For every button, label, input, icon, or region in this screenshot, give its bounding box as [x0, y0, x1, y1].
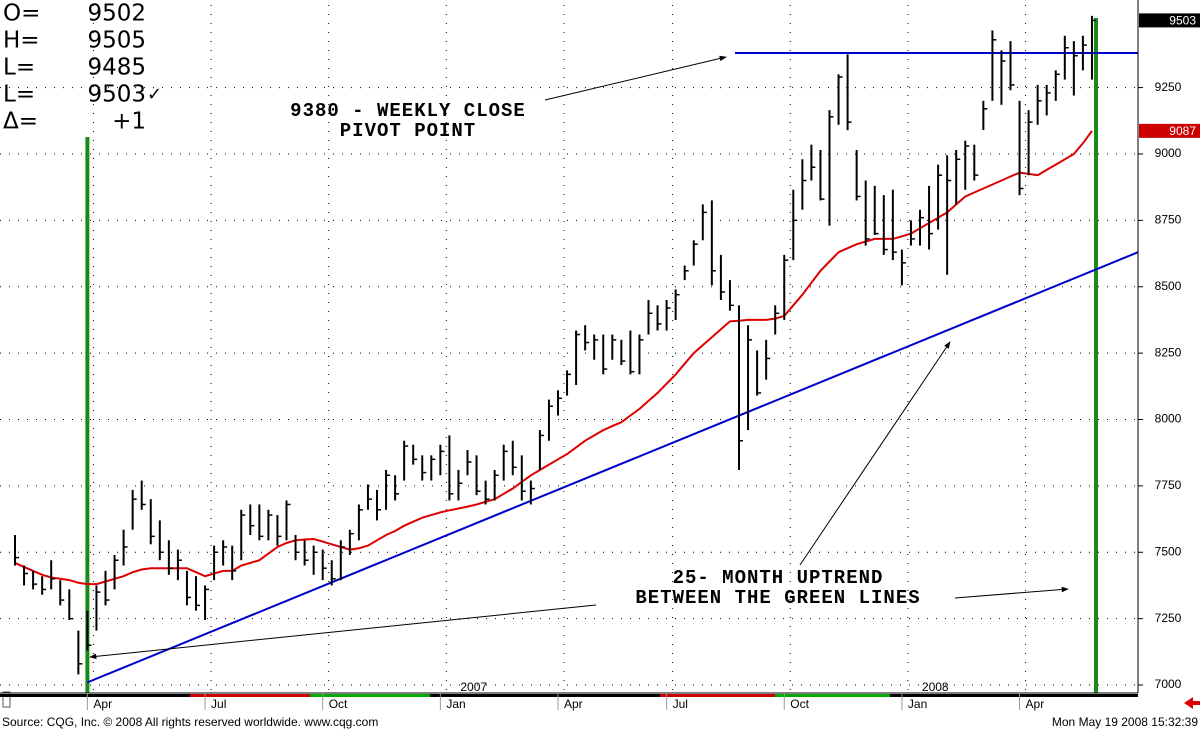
quote-label: L= [3, 55, 35, 81]
x-tick-label: Jan [908, 697, 927, 711]
year-label: 2008 [922, 680, 949, 694]
quote-label: L= [3, 82, 35, 108]
quote-label: H= [3, 28, 40, 54]
quote-label: Δ= [3, 109, 38, 135]
x-tick-label: Apr [564, 697, 583, 711]
price-tag [1139, 123, 1200, 138]
arrow [954, 586, 1069, 599]
arrow [544, 55, 727, 101]
timestamp: Mon May 19 2008 15:32:39 [1052, 715, 1198, 729]
quote-value: 9505 [87, 28, 146, 54]
x-tick-label: Jul [211, 697, 226, 711]
annotation: 25- MONTH UPTREND [673, 567, 884, 589]
x-tick-label: Oct [790, 697, 809, 711]
period-strip [190, 694, 310, 697]
period-strip [0, 694, 190, 697]
y-tick-label: 9250 [1155, 80, 1182, 94]
quote-flag: ✓ [147, 84, 162, 105]
x-tick-label: Jan [446, 697, 465, 711]
quote-value: 9485 [87, 55, 146, 81]
period-strip [775, 694, 890, 697]
annotation: BETWEEN THE GREEN LINES [635, 587, 920, 609]
scroll-arrow [1184, 697, 1200, 709]
period-strip [310, 694, 430, 697]
annotation: PIVOT POINT [340, 120, 476, 142]
scroll-handle [2, 691, 11, 708]
arrow [89, 604, 597, 660]
period-strip [430, 694, 660, 697]
y-tick-label: 8500 [1155, 279, 1182, 293]
source-note: Source: CQG, Inc. © 2008 All rights rese… [2, 715, 378, 729]
quote-value: 9503 [87, 82, 146, 108]
x-tick-label: Apr [93, 697, 112, 711]
quote-panel: O= 9502 H= 9505 L= 9485 L= 9503 ✓ Δ= +1 [3, 1, 162, 135]
quote-label: O= [3, 1, 40, 27]
y-tick-label: 7250 [1155, 611, 1182, 625]
y-tick-label: 7000 [1155, 677, 1182, 691]
y-tick-label: 8750 [1155, 213, 1182, 227]
quote-value: +1 [112, 109, 146, 135]
period-strip [890, 694, 1138, 697]
price-tag-label: 9087 [1169, 124, 1196, 138]
price-tag-label: 9503 [1169, 14, 1196, 28]
plot [14, 15, 1139, 693]
moving-average [14, 130, 1093, 586]
arrow [799, 341, 951, 566]
annotation: 9380 - WEEKLY CLOSE [290, 100, 526, 122]
x-tick-label: Oct [329, 697, 348, 711]
price-tag [1139, 13, 1200, 28]
y-tick-label: 8000 [1155, 412, 1182, 426]
grid [0, 5, 1138, 693]
y-tick-label: 7500 [1155, 544, 1182, 558]
trendline [87, 251, 1139, 684]
y-tick-label: 8250 [1155, 345, 1182, 359]
x-tick-label: Jul [673, 697, 688, 711]
period-strip [660, 694, 775, 697]
x-tick-label: Apr [1026, 697, 1045, 711]
y-tick-label: 9000 [1155, 146, 1182, 160]
y-tick-label: 7750 [1155, 478, 1182, 492]
year-label: 2007 [460, 680, 487, 694]
quote-value: 9502 [87, 1, 146, 27]
